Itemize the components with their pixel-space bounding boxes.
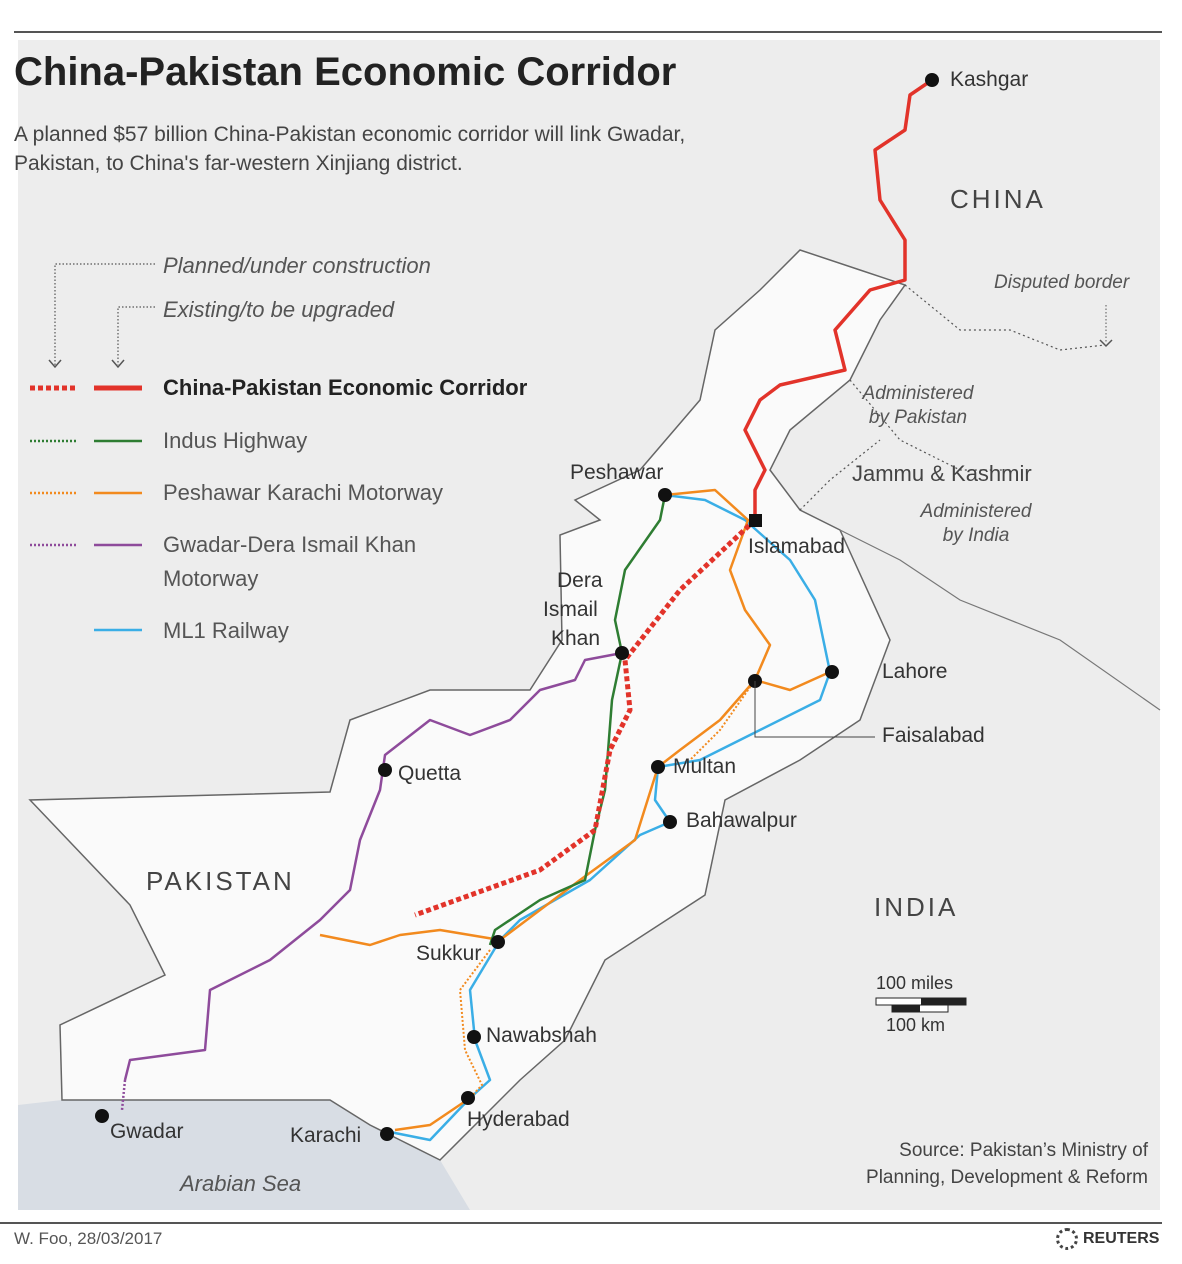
scale-km: 100 km bbox=[886, 1015, 946, 1035]
arabian-sea-label: Arabian Sea bbox=[180, 1171, 302, 1196]
reuters-logo: REUTERS bbox=[1056, 1228, 1159, 1250]
city-marker-peshawar bbox=[658, 488, 672, 502]
city-khan: Khan bbox=[551, 627, 601, 650]
indus-highway-route bbox=[488, 494, 667, 946]
reuters-icon bbox=[1056, 1228, 1078, 1250]
sukkur-hyderabad-planned-route bbox=[459, 949, 491, 1099]
legend-gwadar-dik: Gwadar-Dera Ismail Khan bbox=[163, 532, 417, 557]
city-lahore: Lahore bbox=[882, 660, 948, 683]
city-hyderabad: Hyderabad bbox=[467, 1108, 570, 1131]
city-bahawalpur: Bahawalpur bbox=[686, 809, 797, 832]
scale-miles: 100 miles bbox=[876, 973, 954, 993]
city-marker-gwadar bbox=[95, 1109, 109, 1123]
source-line2: Planning, Development & Reform bbox=[866, 1167, 1148, 1188]
ml1-railway-route bbox=[389, 493, 832, 1142]
administered-pakistan-label: Administered by Pakistan bbox=[862, 383, 974, 428]
legend-gwadar-dik-line2: Motorway bbox=[163, 566, 259, 591]
cpec-planned-route bbox=[414, 518, 757, 918]
city-marker-bahawalpur bbox=[663, 815, 677, 829]
city-multan: Multan bbox=[673, 755, 737, 778]
bottom-rule bbox=[0, 1222, 1162, 1224]
city-marker-nawabshah bbox=[467, 1030, 481, 1044]
country-pakistan: PAKISTAN bbox=[146, 866, 295, 896]
city-sukkur: Sukkur bbox=[416, 942, 482, 965]
city-kashgar: Kashgar bbox=[950, 68, 1029, 91]
city-quetta: Quetta bbox=[398, 762, 462, 785]
disputed-border-label: Disputed border bbox=[994, 272, 1130, 293]
hyderabad-karachi-motorway-route bbox=[394, 1096, 471, 1132]
legend-indus-highway: Indus Highway bbox=[163, 428, 308, 453]
city-marker-kashgar bbox=[925, 73, 939, 87]
legend-cpec: China-Pakistan Economic Corridor bbox=[163, 375, 528, 400]
reuters-wordmark: REUTERS bbox=[1083, 1230, 1160, 1247]
city-faisalabad: Faisalabad bbox=[882, 724, 985, 747]
arabian-sea bbox=[18, 1098, 470, 1210]
india-border bbox=[839, 529, 1161, 711]
gwadar-planned-route bbox=[120, 1079, 127, 1111]
city-marker-lahore bbox=[825, 665, 839, 679]
city-ismail: Ismail bbox=[543, 598, 598, 621]
cpec-existing-route bbox=[743, 78, 933, 520]
legend-planned-label: Planned/under construction bbox=[163, 253, 431, 278]
city-marker-quetta bbox=[378, 763, 392, 777]
legend-ml1-railway: ML1 Railway bbox=[163, 618, 289, 643]
capital-marker-islamabad bbox=[749, 514, 762, 527]
city-marker-karachi bbox=[380, 1127, 394, 1141]
scale-bar bbox=[875, 997, 967, 1013]
pakistan-area bbox=[28, 249, 907, 1161]
peshawar-karachi-motorway-route bbox=[319, 488, 772, 947]
top-rule bbox=[14, 31, 1162, 33]
gwadar-dik-motorway-route bbox=[123, 651, 623, 1081]
city-islamabad: Islamabad bbox=[748, 535, 845, 558]
subtitle: A planned $57 billion China-Pakistan eco… bbox=[14, 123, 686, 175]
city-marker-sukkur bbox=[491, 935, 505, 949]
page-title: China-Pakistan Economic Corridor bbox=[14, 50, 677, 94]
city-dera: Dera bbox=[557, 569, 603, 592]
source-line1: Source: Pakistan’s Ministry of bbox=[899, 1140, 1148, 1161]
country-china: CHINA bbox=[950, 184, 1046, 214]
administered-india-label: Administered by India bbox=[920, 501, 1032, 546]
country-india: INDIA bbox=[874, 892, 959, 922]
legend-peshawar-karachi: Peshawar Karachi Motorway bbox=[163, 480, 444, 505]
city-peshawar: Peshawar bbox=[570, 461, 664, 484]
credit: W. Foo, 28/03/2017 bbox=[14, 1229, 163, 1248]
city-marker-hyderabad bbox=[461, 1091, 475, 1105]
city-nawabshah: Nawabshah bbox=[486, 1024, 597, 1047]
city-gwadar: Gwadar bbox=[110, 1120, 184, 1143]
city-karachi: Karachi bbox=[290, 1124, 362, 1147]
city-marker-dera-ismail-khan bbox=[615, 646, 629, 660]
faisalabad-leader-line bbox=[754, 681, 875, 738]
city-marker-multan bbox=[651, 760, 665, 774]
lahore-motorway-route bbox=[754, 670, 831, 692]
jammu-kashmir-label: Jammu & Kashmir bbox=[852, 461, 1032, 486]
disputed-border bbox=[799, 284, 1106, 511]
multan-planned-route bbox=[689, 679, 756, 761]
legend-existing-label: Existing/to be upgraded bbox=[163, 297, 395, 322]
